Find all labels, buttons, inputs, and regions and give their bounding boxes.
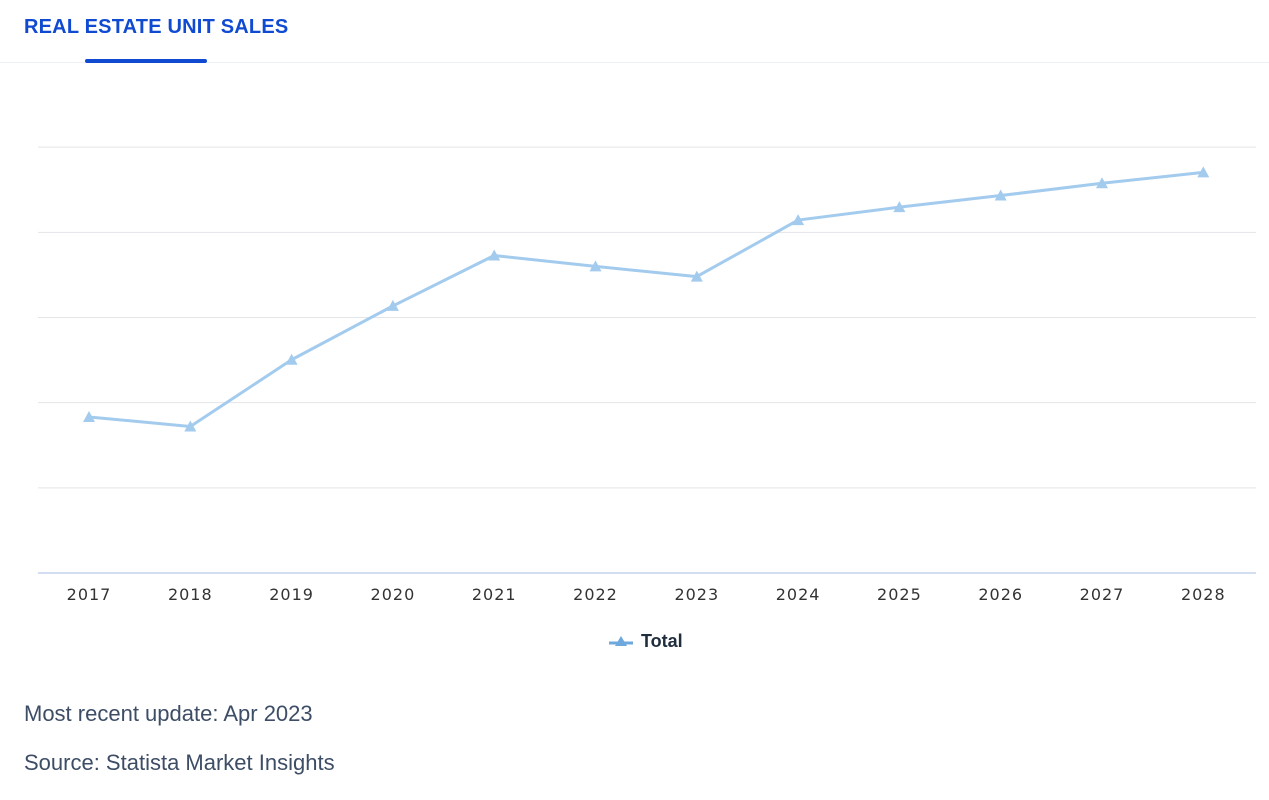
- source-text: Source: Statista Market Insights: [24, 750, 335, 775]
- line-chart: 2017 2018 2019 2020 2021 2022 2023 2024 2025 2026…: [38, 146, 1256, 604]
- data-point-marker: [386, 299, 399, 311]
- legend-item-total[interactable]: Total: [609, 630, 683, 652]
- active-tab-indicator: [85, 59, 207, 63]
- legend-label: Total: [641, 630, 683, 651]
- x-tick-label: 2025: [877, 585, 922, 604]
- data-point-marker: [1197, 166, 1210, 178]
- data-point-marker: [488, 249, 501, 261]
- data-point-marker: [792, 214, 805, 226]
- tab-real-estate-unit-sales[interactable]: REAL ESTATE UNIT SALES: [24, 16, 289, 38]
- data-point-marker: [83, 410, 95, 422]
- data-point-marker: [589, 260, 602, 272]
- triangle-marker-icon: [609, 636, 633, 646]
- x-tick-label: 2024: [776, 585, 821, 604]
- x-tick-label: 2018: [168, 585, 213, 604]
- x-tick-label: 2021: [472, 585, 517, 604]
- x-tick-label: 2023: [674, 585, 719, 604]
- x-tick-label: 2027: [1080, 585, 1125, 604]
- x-tick-label: 2028: [1181, 585, 1226, 604]
- data-point-marker: [690, 270, 703, 282]
- data-point-marker: [285, 353, 298, 365]
- data-point-marker: [1096, 177, 1108, 189]
- x-tick-label: 2022: [573, 585, 618, 604]
- tab-bar: REAL ESTATE UNIT SALES: [0, 0, 1269, 63]
- x-tick-label: 2017: [67, 585, 112, 604]
- x-tick-label: 2020: [371, 585, 416, 604]
- data-point-marker: [994, 189, 1007, 201]
- data-point-marker: [184, 420, 197, 432]
- data-point-marker: [893, 201, 906, 213]
- last-update-text: Most recent update: Apr 2023: [24, 701, 313, 726]
- series-line-total: [87, 170, 1205, 429]
- x-tick-label: 2019: [269, 585, 314, 604]
- x-tick-label: 2026: [978, 585, 1023, 604]
